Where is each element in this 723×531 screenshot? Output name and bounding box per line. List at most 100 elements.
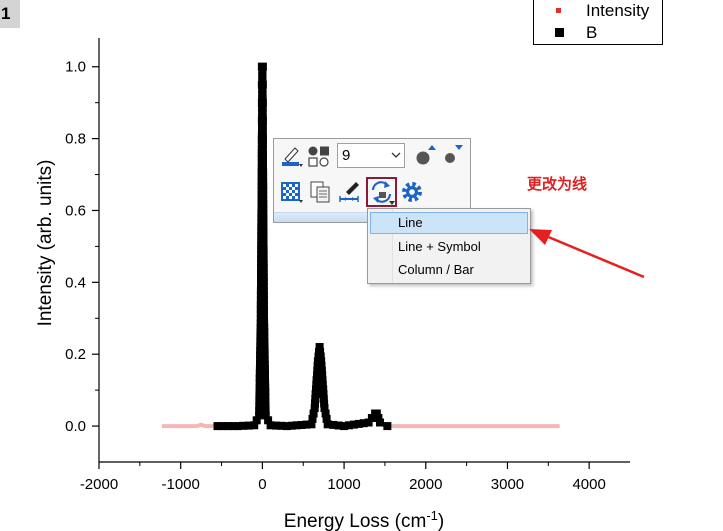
series-b-point (258, 71, 267, 80)
increase-symbol-size-button[interactable] (413, 144, 437, 168)
series-b-point (259, 236, 268, 245)
y-tick-label: 0.2 (65, 346, 86, 363)
series-b-point (259, 232, 268, 240)
series-b-point (260, 360, 269, 369)
x-ticks: -2000 -1000 0 1000 2000 3000 4000 (80, 462, 606, 493)
series-b-point (256, 355, 265, 364)
series-b-point (359, 419, 368, 428)
series-b-point (257, 296, 267, 305)
change-plot-type-button[interactable] (366, 177, 397, 207)
series-b-point (315, 343, 324, 351)
series-b-point (255, 402, 264, 410)
series-b-point (266, 421, 275, 430)
series-b-point (311, 394, 320, 403)
series-b-point (258, 108, 267, 117)
series-b-point (257, 260, 267, 269)
line-color-button[interactable] (280, 145, 304, 169)
series-b-point (259, 291, 268, 300)
series-b-point (310, 404, 319, 413)
series-b-point (340, 422, 349, 431)
series-b-point (317, 362, 326, 371)
series-b-point (354, 419, 363, 428)
fill-pattern-button[interactable] (280, 180, 304, 204)
x-tick-label: 1000 (327, 476, 360, 493)
series-b-point (319, 390, 328, 399)
series-b-point (318, 380, 327, 389)
series-b-point (258, 67, 267, 76)
series-b-point (321, 409, 330, 418)
series-b-point (261, 392, 270, 401)
series-b-point (257, 278, 267, 287)
series-b-point (383, 422, 392, 431)
legend-swatch-intensity (556, 8, 561, 13)
series-b-point (259, 300, 268, 309)
series-b-point (318, 376, 327, 385)
series-b-point (257, 80, 267, 89)
series-b-point (255, 388, 264, 397)
series-b-point (312, 380, 321, 389)
series-b-point (312, 385, 320, 394)
x-tick-label: 4000 (572, 476, 605, 493)
legend[interactable]: Intensity B (533, 0, 663, 45)
series-b-point (322, 414, 331, 423)
apply-format-button[interactable] (337, 179, 363, 205)
series-b-point (372, 409, 381, 418)
series-b-point (255, 369, 264, 378)
y-tick-label: 0.6 (65, 202, 86, 219)
decrease-symbol-size-button[interactable] (442, 144, 466, 168)
x-axis-label-superscript: -1 (426, 508, 438, 523)
series-b-point (364, 418, 373, 427)
layer-number-badge[interactable]: 1 (0, 0, 20, 28)
y-tick-label: 0.4 (65, 274, 86, 291)
series-b-point (261, 406, 270, 415)
series-b-point (323, 420, 332, 429)
series-b-point (316, 352, 325, 361)
series-b-point (309, 409, 318, 418)
menu-item-column-bar[interactable]: Column / Bar (398, 262, 474, 277)
x-tick-label: 3000 (491, 476, 524, 493)
series-b-point (259, 181, 268, 190)
copy-format-icon (310, 181, 330, 203)
series-b-point (261, 388, 270, 397)
series-b-point (256, 351, 265, 360)
series-b-point (260, 314, 268, 323)
series-b-point (307, 420, 316, 429)
series-b-point (287, 421, 296, 430)
series-b-point (257, 152, 267, 161)
series-b-point (311, 390, 320, 399)
change-plot-type-icon (371, 181, 395, 205)
series-b-point (223, 422, 232, 431)
menu-item-line[interactable]: Line (370, 212, 528, 234)
series-b[interactable] (213, 62, 392, 431)
series-b-point (259, 199, 268, 208)
decrease-size-icon (445, 145, 463, 163)
x-tick-label: -1000 (162, 476, 200, 493)
y-tick-label: 0.8 (65, 131, 86, 148)
series-b-point (252, 416, 261, 425)
series-b-point (261, 378, 270, 387)
series-b-point (256, 342, 265, 350)
series-b-point (260, 351, 269, 360)
copy-format-button[interactable] (308, 179, 334, 205)
series-b-point (260, 318, 269, 327)
symbol-shape-button[interactable] (307, 145, 333, 169)
pencil-icon (282, 147, 303, 167)
increase-size-icon (416, 145, 436, 165)
x-tick-label: 2000 (409, 476, 442, 493)
pattern-fill-icon (281, 182, 303, 203)
series-b-point (257, 98, 267, 107)
plot-settings-button[interactable] (400, 180, 424, 204)
series-b-point (349, 420, 358, 429)
symbol-size-dropdown[interactable]: 9 (337, 143, 405, 168)
series-b-point (259, 177, 268, 186)
axes (98, 38, 630, 463)
series-b-point (258, 145, 267, 154)
menu-item-line-symbol[interactable]: Line + Symbol (398, 239, 481, 254)
series-b-point (258, 103, 267, 112)
series-b-point (260, 305, 268, 314)
series-b-point (260, 342, 269, 350)
series-b-point (312, 376, 321, 385)
series-b-point (228, 422, 237, 431)
y-axis-label: Intensity (arb. units) (35, 160, 56, 327)
